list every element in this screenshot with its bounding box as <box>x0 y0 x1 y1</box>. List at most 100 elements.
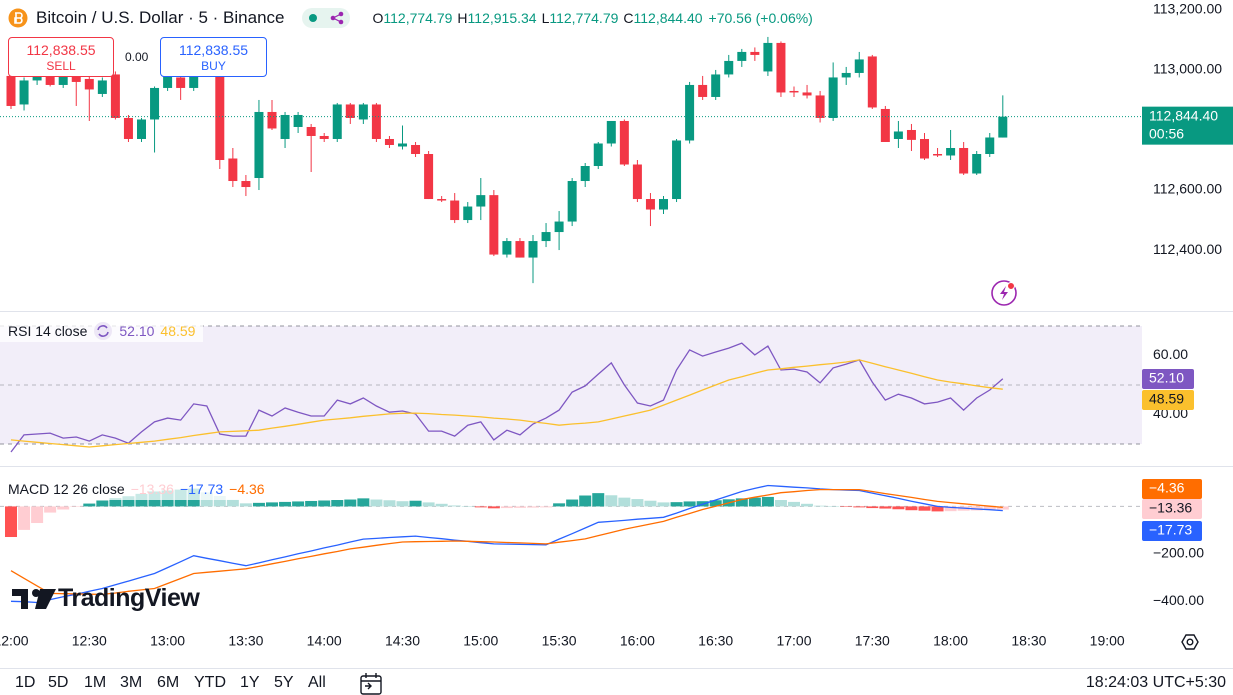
range-button[interactable]: 5Y <box>274 674 294 691</box>
histogram-bar <box>239 503 252 507</box>
ohlc-item: H112,915.34 <box>457 10 536 26</box>
candle-body <box>724 60 734 75</box>
histogram-bar <box>527 506 539 508</box>
histogram-bar <box>5 506 17 538</box>
x-tick-label: 13:30 <box>228 633 263 649</box>
settings-icon[interactable] <box>1181 634 1199 650</box>
change: +70.56 (+0.06%) <box>708 10 813 26</box>
rsi-value-label: 52.10 <box>1149 370 1184 386</box>
range-button[interactable]: 3M <box>120 674 143 691</box>
histogram-bar <box>774 500 787 507</box>
range-button[interactable]: YTD <box>194 674 226 691</box>
histogram-bar <box>905 506 918 511</box>
candle-body <box>906 129 916 140</box>
histogram-bar <box>396 501 409 507</box>
x-tick-label: 17:00 <box>776 633 811 649</box>
status-dot <box>309 14 318 22</box>
line-series <box>10 359 1003 448</box>
candle-body <box>998 116 1008 138</box>
candle-body <box>163 74 173 88</box>
candle-body <box>358 104 368 120</box>
rsi-title[interactable]: RSI 14 close <box>8 323 88 339</box>
candle-body <box>933 153 943 156</box>
sell-price: 112,838.55 <box>26 42 96 58</box>
candle-body <box>489 195 499 255</box>
macd-legend: MACD 12 26 close −13.36 −17.73 −4.36 <box>0 478 273 500</box>
histogram-bar <box>383 500 396 507</box>
x-tick-label: 15:00 <box>463 633 498 649</box>
candle-body <box>880 108 890 142</box>
histogram-bar <box>344 499 357 507</box>
histogram-bar <box>292 501 305 507</box>
candle-body <box>345 104 355 118</box>
candle-body <box>58 72 68 85</box>
macd-title[interactable]: MACD 12 26 close <box>8 481 125 497</box>
candle-body <box>332 104 342 139</box>
histogram-bar <box>279 501 292 507</box>
signal-value-box <box>1142 479 1202 499</box>
range-button[interactable]: 5D <box>48 674 69 691</box>
flash-icon[interactable] <box>991 280 1017 306</box>
sell-button[interactable]: 112,838.55 SELL <box>8 37 114 77</box>
candle-body <box>789 90 799 93</box>
y-tick-label: −400.00 <box>1153 592 1204 608</box>
range-button[interactable]: 1Y <box>240 674 260 691</box>
histogram-bar <box>683 501 696 507</box>
status-pill[interactable] <box>302 8 351 28</box>
symbol-header: Bitcoin / U.S. Dollar · 5 · Binance O112… <box>8 6 813 30</box>
candle-body <box>437 199 447 201</box>
refresh-icon[interactable] <box>93 321 113 341</box>
candle-body <box>293 114 303 127</box>
candle-body <box>84 78 94 90</box>
x-tick-label: 13:00 <box>150 633 185 649</box>
histogram-value-label: −13.36 <box>1149 500 1192 516</box>
histogram-bar <box>840 506 853 507</box>
ohlc-value: 112,844.40 <box>633 10 703 26</box>
candle-body <box>920 138 929 159</box>
rsi-pane <box>0 325 1142 453</box>
y-tick-label: 113,000.00 <box>1153 61 1222 77</box>
histogram-bar <box>631 499 644 507</box>
histogram-bar <box>318 500 331 507</box>
rsi-value-box <box>1142 369 1194 389</box>
histogram-bar <box>18 506 31 530</box>
range-button[interactable]: 1M <box>84 674 107 691</box>
calendar-icon[interactable] <box>360 673 382 695</box>
candle-body <box>502 241 512 255</box>
candle-body <box>241 181 251 188</box>
candle-body <box>946 147 956 156</box>
histogram-bar <box>474 506 487 508</box>
histogram-bar <box>409 500 422 507</box>
x-tick-label: 19:00 <box>1090 633 1125 649</box>
y-tick-label: −200.00 <box>1153 545 1204 561</box>
histogram-bar <box>670 502 683 507</box>
histogram-bar <box>605 495 618 507</box>
histogram-bar <box>44 506 57 513</box>
candle-body <box>398 143 407 147</box>
ohlc-label: L <box>541 10 550 26</box>
histogram-bar <box>213 495 226 507</box>
buy-button[interactable]: 112,838.55 BUY <box>160 37 267 77</box>
histogram-bar <box>866 506 879 509</box>
clock[interactable]: 18:24:03 UTC+5:30 <box>1085 674 1226 691</box>
histogram-bar <box>748 497 761 507</box>
x-tick-label: 14:30 <box>385 633 420 649</box>
histogram-bar <box>252 502 265 507</box>
candle-body <box>319 135 329 139</box>
histogram-bar <box>644 500 657 507</box>
ohlc-value: 112,774.79 <box>549 10 619 26</box>
candle-body <box>893 131 903 139</box>
range-button[interactable]: 1D <box>15 674 36 691</box>
histogram-bar <box>461 506 474 507</box>
y-tick-label: 112,600.00 <box>1153 181 1222 197</box>
candle-body <box>606 120 616 144</box>
histogram-bar <box>31 506 44 524</box>
candle-body <box>619 120 629 165</box>
candle-body <box>567 181 577 222</box>
symbol[interactable]: Bitcoin / U.S. Dollar · 5 · Binance <box>36 8 285 27</box>
range-button[interactable]: 6M <box>157 674 180 691</box>
logo: TradingView <box>58 584 200 612</box>
candle-body <box>985 137 995 154</box>
histogram-bar <box>266 502 278 507</box>
range-button[interactable]: All <box>308 674 326 691</box>
